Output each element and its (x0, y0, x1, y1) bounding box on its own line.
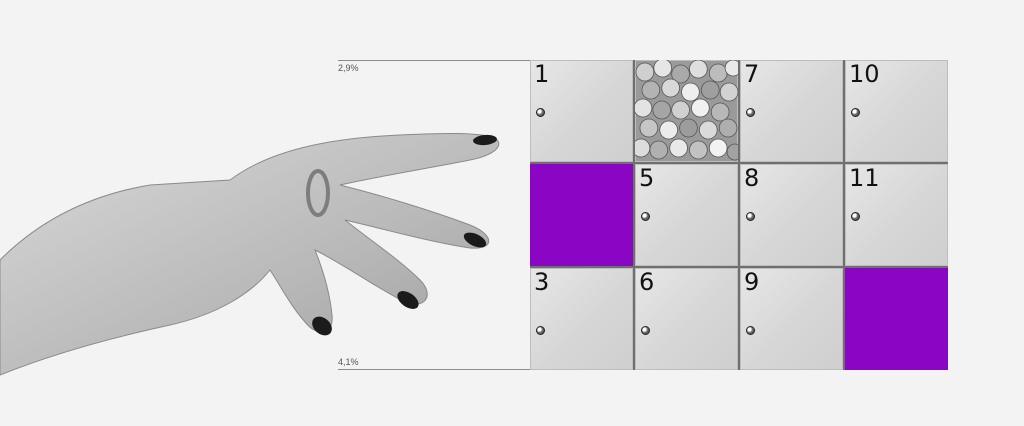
locker-grid: 1 (530, 60, 948, 370)
locker-10: 10 (845, 60, 948, 162)
locker-9: 9 (740, 268, 843, 370)
locker-knob-icon (746, 108, 755, 117)
locker-8: 8 (740, 164, 843, 266)
locker-5: 5 (635, 164, 738, 266)
locker-11: 11 (845, 164, 948, 266)
locker-knob-icon (746, 326, 755, 335)
percent-label-bottom: 4,1% (338, 357, 359, 367)
locker-6: 6 (635, 268, 738, 370)
locker-knob-icon (851, 108, 860, 117)
locker-number: 7 (744, 60, 760, 88)
locker-knob-icon (536, 326, 545, 335)
locker-number: 6 (639, 268, 655, 296)
locker-number: 5 (639, 164, 655, 192)
locker-7: 7 (740, 60, 843, 162)
percent-label-top: 2,9% (338, 63, 359, 73)
locker-1: 1 (530, 60, 633, 162)
locker-knob-icon (641, 326, 650, 335)
locker-number: 11 (849, 164, 880, 192)
coins-locker (635, 60, 738, 162)
locker-knob-icon (851, 212, 860, 221)
coins-pile (635, 60, 738, 161)
locker-number: 8 (744, 164, 760, 192)
locker-number: 1 (534, 60, 550, 88)
locker-3: 3 (530, 268, 633, 370)
locker-knob-icon (536, 108, 545, 117)
purple-locker-left (530, 164, 633, 266)
locker-knob-icon (641, 212, 650, 221)
hand-illustration (0, 132, 500, 376)
locker-number: 10 (849, 60, 880, 88)
locker-knob-icon (746, 212, 755, 221)
purple-locker-right (845, 268, 948, 370)
locker-number: 3 (534, 268, 550, 296)
locker-number: 9 (744, 268, 760, 296)
